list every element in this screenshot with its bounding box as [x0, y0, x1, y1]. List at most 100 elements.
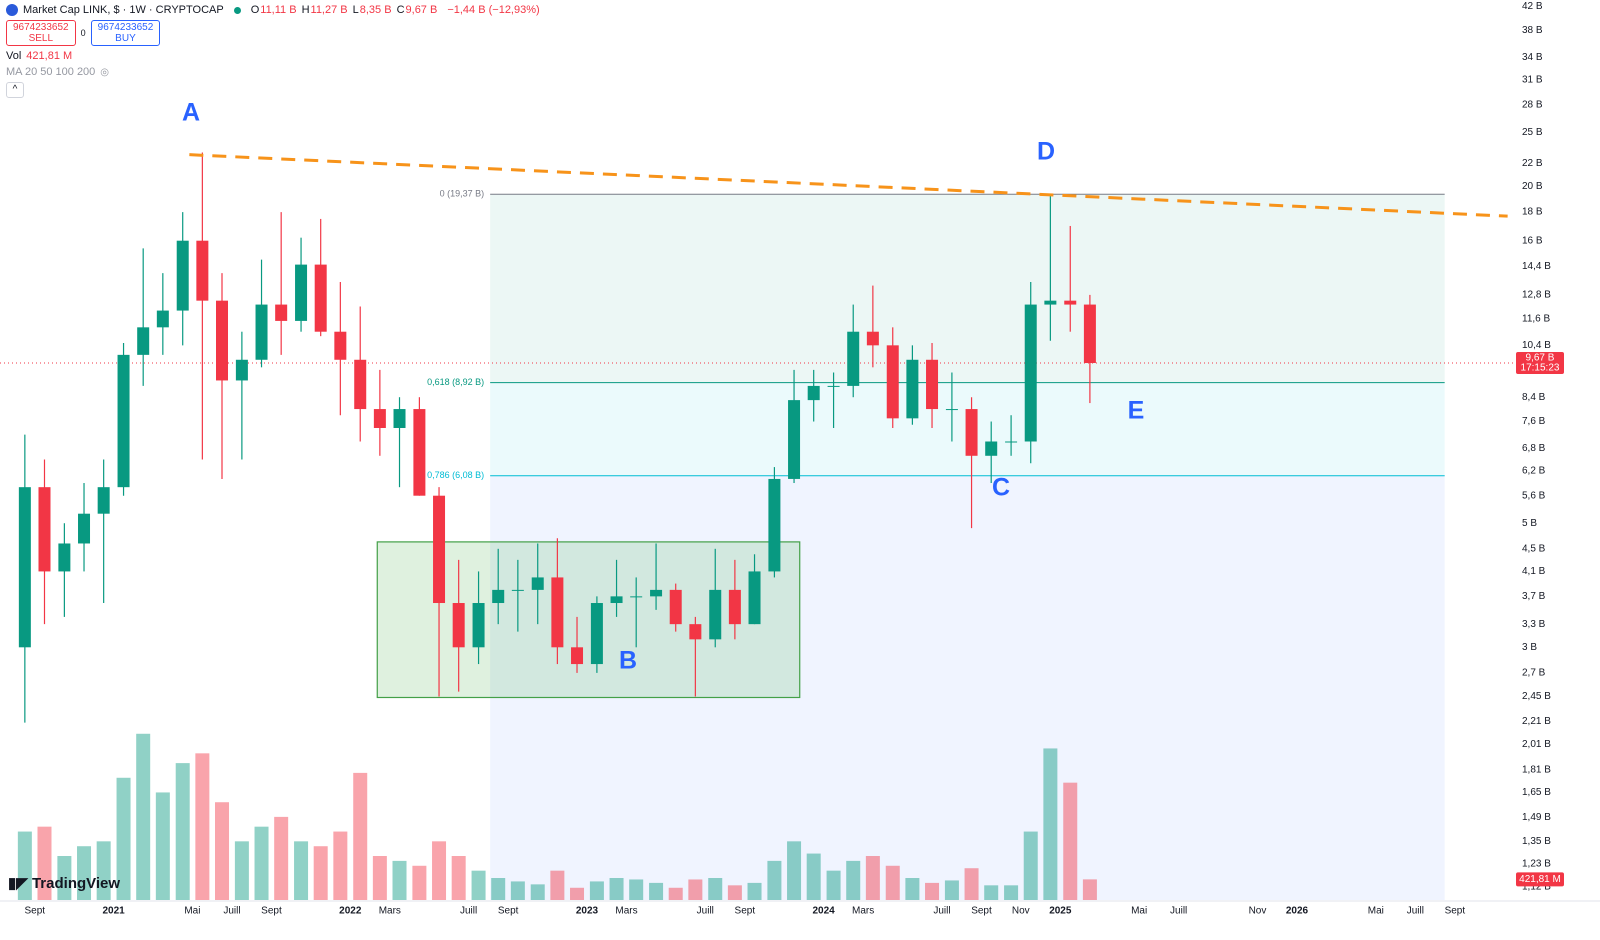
- candle-body: [38, 487, 51, 572]
- collapse-button[interactable]: ^: [6, 82, 24, 98]
- candle-body: [965, 409, 978, 456]
- y-tick-label: 1,65 B: [1522, 787, 1551, 798]
- y-tick-label: 1,12 B: [1522, 881, 1551, 892]
- candle-body: [709, 589, 722, 640]
- y-tick-label: 2,01 B: [1522, 739, 1551, 750]
- volume-bar: [215, 802, 230, 900]
- candle-body: [334, 331, 347, 360]
- volume-bar: [175, 763, 190, 900]
- indicator[interactable]: MA 20 50 100 200: [6, 66, 96, 78]
- y-tick-label: 28 B: [1522, 99, 1543, 110]
- candle-body: [807, 385, 820, 401]
- spread: 0: [80, 28, 86, 38]
- candle-body: [926, 359, 939, 410]
- volume-bar: [195, 753, 210, 900]
- x-tick-label: Sept: [261, 906, 282, 917]
- logo-mark: ▮◤: [8, 875, 32, 892]
- buy-button[interactable]: 9674233652 BUY: [90, 20, 161, 46]
- volume-bar: [708, 878, 723, 900]
- candle-body: [511, 589, 524, 591]
- fib-zone: [490, 194, 1445, 383]
- candle-body: [117, 354, 130, 488]
- candle-body: [314, 264, 327, 332]
- y-tick-label: 8,4 B: [1522, 392, 1546, 403]
- volume-bar: [925, 882, 940, 900]
- y-tick-label: 6,2 B: [1522, 466, 1546, 477]
- volume-bar: [1023, 831, 1038, 900]
- volume-bar: [1043, 748, 1058, 900]
- x-tick-label: 2025: [1049, 906, 1072, 917]
- volume-bar: [846, 860, 861, 900]
- candle-body: [196, 240, 209, 301]
- eye-icon[interactable]: ◎: [100, 66, 110, 78]
- x-tick-label: Mai: [1131, 906, 1147, 917]
- x-tick-label: 2026: [1286, 906, 1309, 917]
- y-tick-label: 6,8 B: [1522, 443, 1546, 454]
- candle-body: [689, 624, 702, 640]
- volume-bar: [688, 879, 703, 900]
- y-tick-label: 11,6 B: [1522, 313, 1550, 324]
- fib-label: 0 (19,37 B): [440, 189, 485, 199]
- candle-body: [216, 300, 229, 381]
- candle-body: [1083, 304, 1096, 364]
- x-tick-label: Mai: [184, 906, 200, 917]
- volume-bar: [570, 887, 585, 900]
- volume-bar: [787, 841, 802, 900]
- candle-body: [906, 359, 919, 419]
- candle-body: [472, 603, 485, 648]
- volume-bar: [984, 885, 999, 900]
- status-dot: [233, 6, 241, 14]
- candle-body: [1024, 304, 1037, 442]
- candle-body: [1064, 300, 1077, 305]
- y-tick-label: 4,1 B: [1522, 566, 1546, 577]
- candle-body: [886, 345, 899, 419]
- legend: Market Cap LINK, $ · 1W · CRYPTOCAP O11,…: [6, 4, 540, 98]
- volume-bar: [826, 870, 841, 900]
- volume-bar: [432, 841, 447, 900]
- volume-bar: [747, 882, 762, 900]
- candle-body: [354, 359, 367, 410]
- x-tick-label: Juill: [933, 906, 950, 917]
- y-tick-label: 3,7 B: [1522, 591, 1546, 602]
- symbol-icon: [6, 4, 18, 16]
- buy-label: BUY: [115, 33, 136, 44]
- y-tick-label: 18 B: [1522, 207, 1543, 218]
- volume-bar: [727, 885, 742, 900]
- y-tick-label: 3,3 B: [1522, 619, 1546, 630]
- volume-bar: [353, 772, 368, 900]
- countdown: 17:15:23: [1521, 363, 1560, 374]
- volume-bar: [254, 826, 269, 900]
- candle-body: [748, 571, 761, 625]
- sell-label: SELL: [28, 33, 54, 44]
- volume-bar: [333, 831, 348, 900]
- candle-body: [18, 487, 31, 648]
- x-tick-label: Sept: [971, 906, 992, 917]
- y-tick-label: 4,5 B: [1522, 543, 1546, 554]
- y-tick-label: 14,4 B: [1522, 261, 1551, 272]
- x-tick-label: 2023: [576, 906, 599, 917]
- candle-body: [275, 304, 288, 321]
- y-tick-label: 1,81 B: [1522, 765, 1551, 776]
- x-tick-label: Mars: [615, 906, 637, 917]
- sell-button[interactable]: 9674233652 SELL: [6, 20, 76, 46]
- candle-body: [610, 596, 623, 604]
- volume-bar: [451, 856, 466, 900]
- candle-body: [433, 495, 446, 604]
- candle-body: [176, 240, 189, 311]
- y-tick-label: 5 B: [1522, 518, 1537, 529]
- x-tick-label: Mars: [852, 906, 874, 917]
- buy-price: 9674233652: [97, 22, 154, 33]
- volume-bar: [530, 884, 545, 900]
- candle-body: [650, 589, 663, 597]
- fib-zone: [490, 475, 1445, 900]
- change: −1,44 B (−12,93%): [447, 4, 540, 16]
- volume-row: Vol 421,81 M: [6, 50, 540, 62]
- y-tick-label: 1,49 B: [1522, 812, 1551, 823]
- symbol[interactable]: Market Cap LINK, $ · 1W · CRYPTOCAP: [23, 4, 224, 16]
- candle-body: [669, 589, 682, 625]
- y-tick-label: 12,8 B: [1522, 290, 1551, 301]
- x-tick-label: Juill: [1170, 906, 1187, 917]
- candle-body: [156, 310, 169, 328]
- candle-body: [551, 577, 564, 648]
